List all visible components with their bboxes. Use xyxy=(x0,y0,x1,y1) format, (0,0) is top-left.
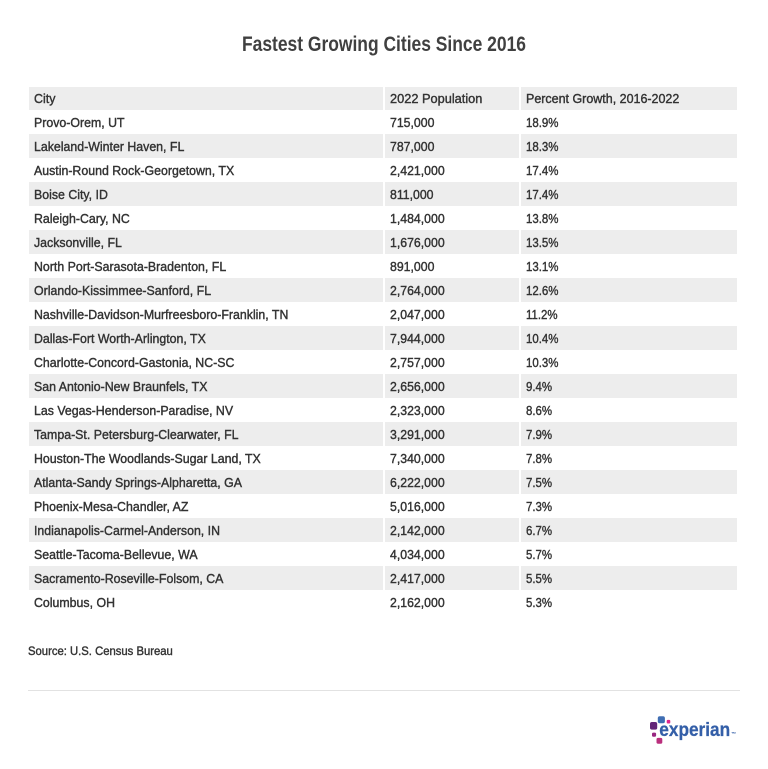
svg-text:™: ™ xyxy=(731,732,736,738)
svg-text:experian: experian xyxy=(659,719,730,741)
